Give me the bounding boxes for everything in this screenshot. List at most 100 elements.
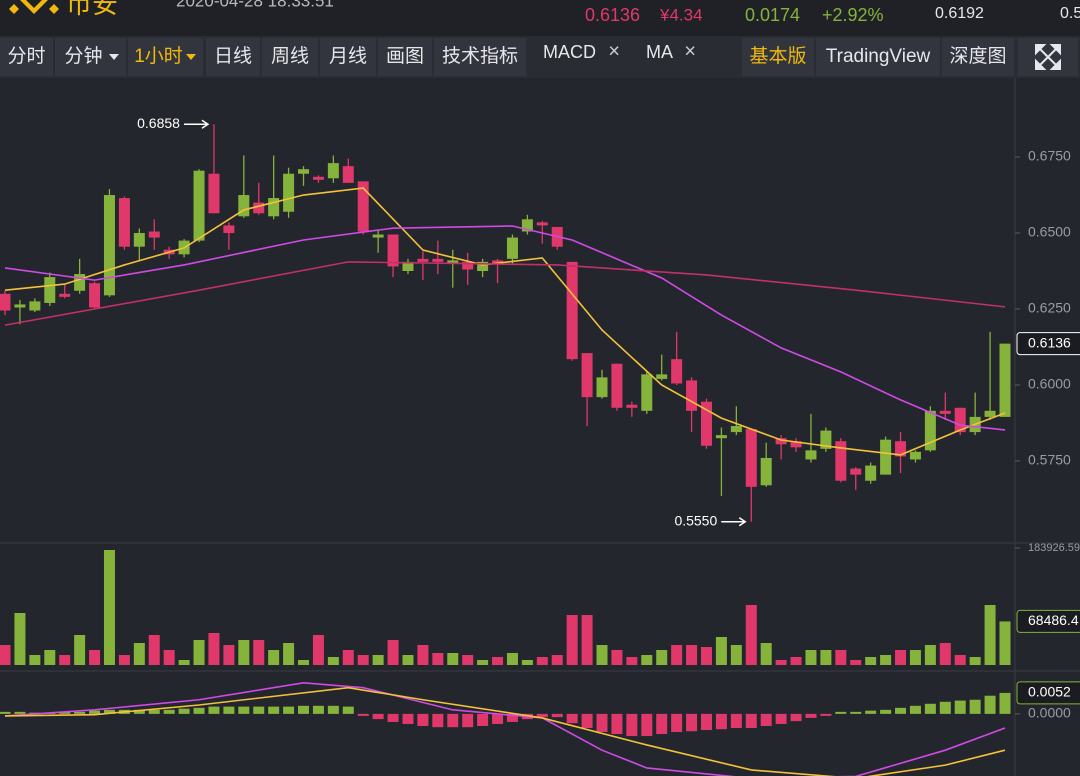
tab-label[interactable]: 分钟 (64, 45, 102, 67)
volume-bar (835, 650, 847, 665)
volume-bar (14, 613, 26, 665)
header-bar (0, 0, 1080, 36)
candle-body (865, 465, 877, 481)
macd-bar (775, 713, 787, 724)
tab-button[interactable] (434, 38, 526, 76)
volume-bar (760, 643, 772, 665)
tab-button[interactable] (262, 38, 318, 76)
volume-bar (999, 621, 1011, 665)
macd-bar (909, 705, 921, 714)
last-macd-box (1016, 681, 1080, 705)
time: 2020-04-28 18:33:51 (176, 0, 334, 10)
candle-body (686, 380, 698, 411)
volume-bar (103, 550, 115, 665)
view-label[interactable]: 基本版 (749, 45, 806, 67)
macd-bar (850, 711, 862, 714)
volume-bar (387, 640, 399, 665)
volume-bar (745, 605, 757, 665)
view-button[interactable] (942, 38, 1014, 76)
tab-button[interactable] (378, 38, 432, 76)
volume-bar (895, 650, 907, 665)
price-panel (0, 124, 1011, 522)
price-cny: ¥4.34 (659, 5, 703, 24)
macd-bar (939, 701, 951, 714)
fullscreen-icon (1035, 44, 1061, 70)
tab-label[interactable]: 分时 (7, 45, 45, 67)
volume-bar (506, 653, 518, 665)
candle-body (506, 237, 518, 259)
macd-bar (745, 713, 757, 728)
tab-label[interactable]: 周线 (271, 45, 309, 67)
macd-bar (298, 705, 310, 714)
indicator-chip[interactable] (636, 38, 740, 76)
macd-bar (984, 695, 996, 714)
tab-button[interactable] (320, 38, 376, 76)
macd-bar (865, 710, 877, 714)
indicator-label[interactable]: MA (646, 42, 673, 62)
macd-bar (0, 711, 11, 714)
tab-label[interactable]: 1小时 (134, 45, 183, 67)
tab-label[interactable]: 画图 (386, 46, 424, 67)
high: 0.6192 (935, 5, 984, 22)
candle-body (74, 274, 86, 291)
volume-bar (89, 650, 101, 665)
tab-label[interactable]: 技术指标 (442, 45, 518, 67)
macd-bar (208, 706, 220, 714)
volume-bar (954, 655, 966, 665)
view-button[interactable] (816, 38, 940, 76)
candle-body (312, 176, 324, 180)
macd-bar (566, 713, 578, 724)
candle-body (238, 195, 250, 217)
macd-bar (283, 706, 295, 714)
candle-body (59, 293, 71, 297)
volume-bar (850, 660, 862, 665)
candle-body (730, 426, 742, 433)
extreme-label: 0.5550 (674, 512, 717, 528)
candle-body (820, 430, 832, 449)
y-tick-label: 0.5750 (1028, 452, 1071, 468)
volume-bar (372, 655, 384, 665)
volume-bar (283, 643, 295, 665)
tab-button[interactable] (206, 38, 260, 76)
candle-body (327, 163, 339, 179)
volume-bar (298, 660, 310, 665)
volume-bar (596, 645, 608, 665)
candle-body (521, 219, 533, 232)
volume-bar (447, 653, 459, 665)
macd-bar (790, 713, 802, 722)
volume-bar (880, 655, 892, 665)
indicator-chip[interactable] (533, 38, 628, 76)
volume-bar (29, 655, 41, 665)
candle-body (417, 258, 429, 262)
macd-bar (686, 713, 698, 732)
volume-bar (44, 650, 56, 665)
macd-bar (312, 705, 324, 714)
indicator-line (4, 261, 1006, 326)
macd-bar (59, 711, 71, 714)
volume-bar (74, 635, 86, 665)
macd-bar (671, 713, 683, 733)
view-button[interactable] (742, 38, 814, 76)
macd-bar (372, 713, 384, 720)
indicator-line (4, 187, 1006, 456)
volume-bar (984, 605, 996, 665)
tab-label[interactable]: 月线 (329, 45, 367, 67)
candle-body (566, 261, 578, 360)
view-label[interactable]: TradingView (826, 46, 931, 67)
tab-label[interactable]: 日线 (214, 45, 252, 67)
last-price-box (1016, 332, 1080, 356)
macd-bar (581, 713, 593, 728)
candle-body (999, 343, 1011, 417)
volume-bar (432, 653, 444, 665)
volume-bar (178, 660, 190, 665)
candle-body (357, 181, 369, 232)
macd-bar (89, 710, 101, 714)
view-label[interactable]: 深度图 (949, 45, 1006, 67)
macd-bar (999, 692, 1011, 714)
volume-bar (536, 657, 548, 665)
volume-bar (686, 645, 698, 665)
indicator-label[interactable]: MACD (543, 42, 596, 62)
extreme-label: 0.6858 (137, 115, 180, 131)
tab-button[interactable] (0, 38, 53, 76)
macd-bar (402, 713, 414, 724)
